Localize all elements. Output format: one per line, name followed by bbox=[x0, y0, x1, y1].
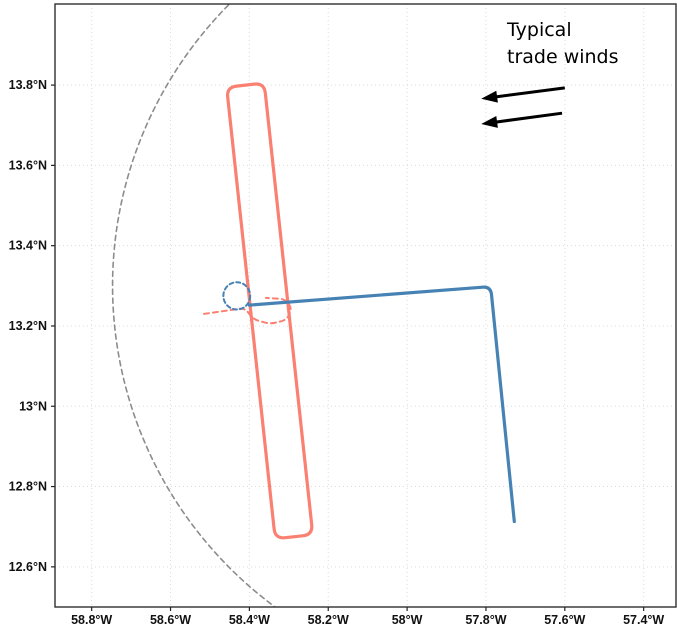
y-tick-label: 13.4°N bbox=[9, 239, 47, 253]
x-tick-label: 57.6°W bbox=[544, 613, 585, 627]
wind-arrow-shaft bbox=[491, 111, 563, 125]
plot-border bbox=[54, 3, 677, 608]
wind-arrows bbox=[481, 86, 566, 128]
trade-winds-label-line1: Typical bbox=[507, 19, 572, 41]
x-tick-label: 58.2°W bbox=[308, 613, 349, 627]
trade-winds-label: Typical trade winds bbox=[507, 17, 619, 71]
y-tick-label: 12.8°N bbox=[9, 480, 47, 494]
axes: 58.8°W 58.6°W 58.4°W 58.2°W 58°W 57.8°W 57.6°W… bbox=[9, 78, 665, 627]
y-tick-label: 12.6°N bbox=[9, 560, 47, 574]
trade-winds-label-line2: trade winds bbox=[507, 46, 619, 68]
wind-arrow-head bbox=[481, 90, 498, 103]
grid bbox=[55, 4, 676, 607]
y-tick-label: 13.8°N bbox=[9, 78, 47, 92]
wind-arrow-head bbox=[481, 116, 498, 128]
y-tick-label: 13°N bbox=[19, 399, 47, 413]
x-tick-label: 57.8°W bbox=[465, 613, 506, 627]
y-tick-label: 13.2°N bbox=[9, 319, 47, 333]
y-tick-label: 13.6°N bbox=[9, 158, 47, 172]
tracks-layer bbox=[111, 4, 516, 607]
blue-dashed-circle-track bbox=[222, 281, 252, 311]
wind-arrow-shaft bbox=[491, 86, 566, 99]
x-tick-label: 57.4°W bbox=[623, 613, 664, 627]
x-tick-label: 58.8°W bbox=[71, 613, 112, 627]
x-tick-label: 58°W bbox=[392, 613, 423, 627]
x-tick-label: 58.6°W bbox=[150, 613, 191, 627]
x-tick-label: 58.4°W bbox=[229, 613, 270, 627]
red-rectangle-track bbox=[225, 82, 314, 540]
dashed-gray-circle-track bbox=[111, 4, 277, 607]
blue-track bbox=[247, 285, 516, 524]
